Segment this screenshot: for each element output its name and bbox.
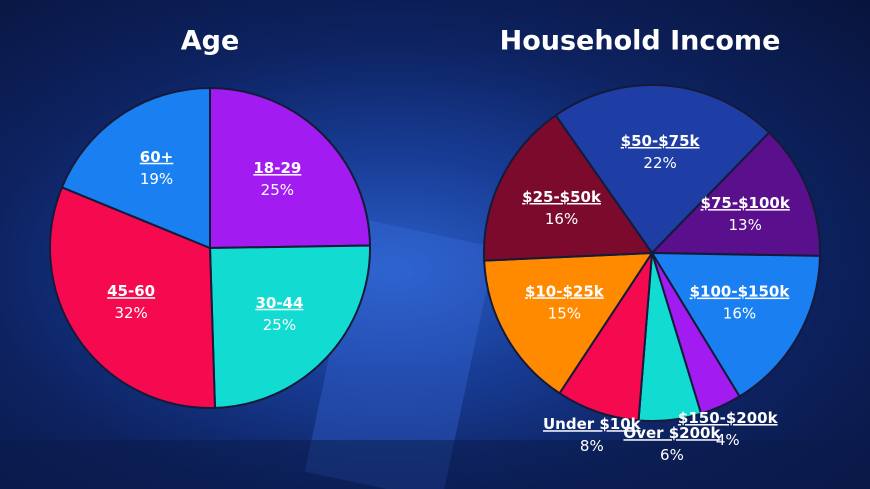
slice-percent: 32% xyxy=(114,304,147,322)
pie-slice xyxy=(483,251,654,395)
slice-category: $10-$25k xyxy=(525,282,605,300)
slice-category: $100-$150k xyxy=(690,283,791,301)
pie-slice xyxy=(650,251,821,398)
slice-percent: 25% xyxy=(263,316,296,334)
slice-percent: 16% xyxy=(723,305,756,323)
pie-slice xyxy=(208,244,371,409)
ballot-box xyxy=(0,440,870,489)
chart-title: Age xyxy=(181,26,240,57)
pie-slice xyxy=(60,86,211,250)
slice-percent: 16% xyxy=(545,210,578,228)
slice-category: 45-60 xyxy=(107,282,155,300)
slice-category: 60+ xyxy=(140,148,173,166)
slice-percent: 22% xyxy=(643,154,676,172)
slice-percent: 25% xyxy=(261,181,294,199)
slice-percent: 4% xyxy=(716,431,740,449)
slice-category: $50-$75k xyxy=(621,132,701,150)
slice-category: 30-44 xyxy=(255,294,303,312)
slice-category: 18-29 xyxy=(253,159,301,177)
pie-slice xyxy=(483,113,654,262)
pie-slice xyxy=(554,84,771,255)
slice-percent: 13% xyxy=(729,216,762,234)
slice-percent: 8% xyxy=(580,437,604,455)
slice-category: Under $10k xyxy=(543,415,642,433)
pie-slice xyxy=(649,131,821,257)
slice-category: $75-$100k xyxy=(701,194,791,212)
slice-percent: 15% xyxy=(548,304,581,322)
slice-category: Over $200k xyxy=(623,424,721,442)
slice-percent: 6% xyxy=(660,446,684,464)
pie-slice xyxy=(209,86,371,250)
pie-slice xyxy=(49,186,217,409)
slice-category: $25-$50k xyxy=(522,188,602,206)
slice-category: $150-$200k xyxy=(678,409,779,427)
slice-percent: 19% xyxy=(140,170,173,188)
chart-title: Household Income xyxy=(500,26,781,57)
